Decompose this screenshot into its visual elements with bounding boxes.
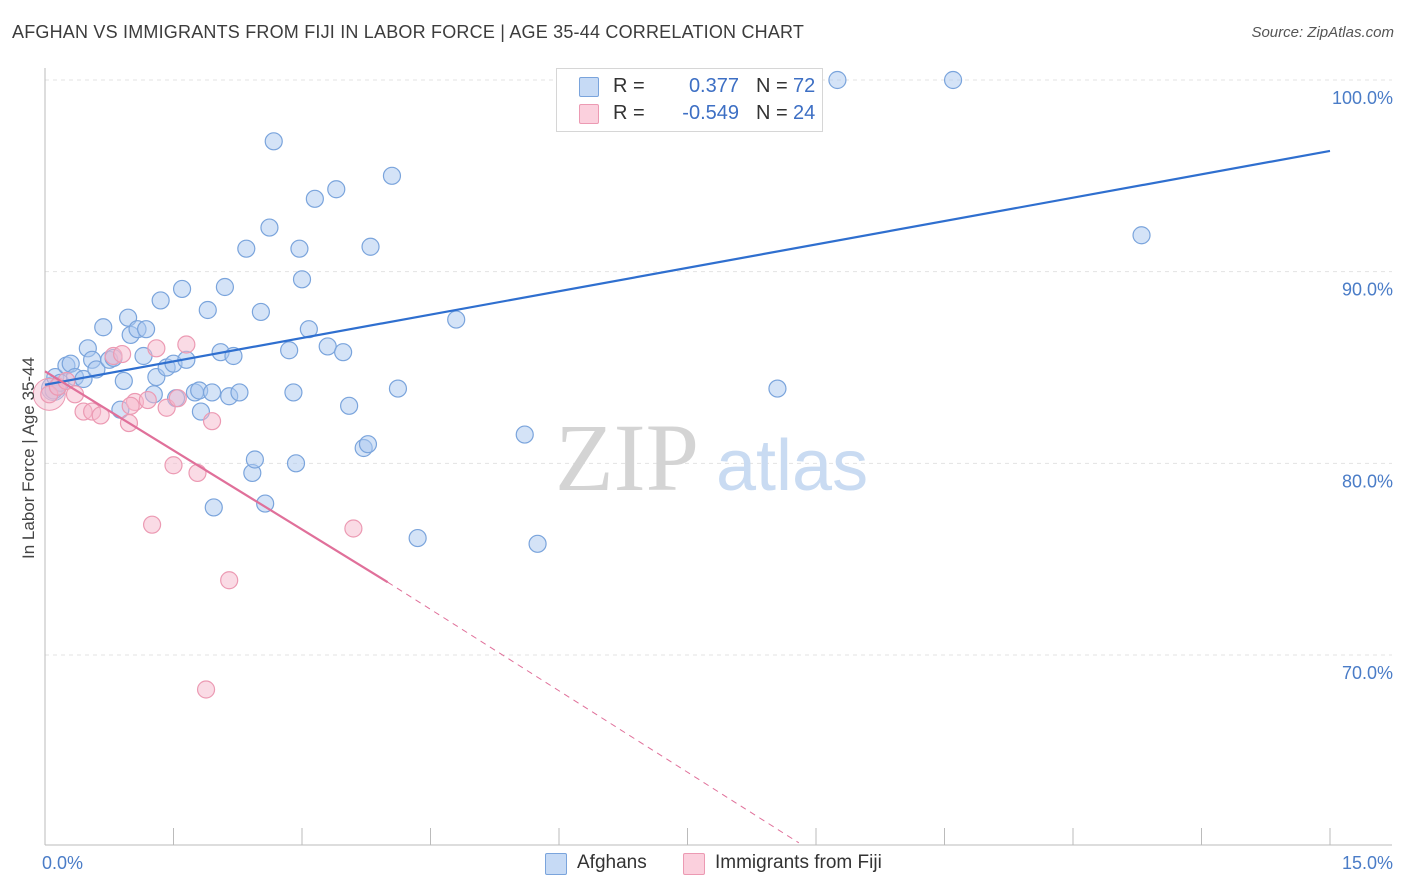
afghan-point	[256, 494, 275, 513]
watermark: ZIP atlas	[555, 404, 868, 511]
bottom-legend-swatch-afghans	[545, 853, 567, 875]
fiji-point	[202, 412, 222, 431]
afghan-point	[828, 70, 847, 90]
afghan-point	[334, 343, 353, 362]
fiji-point	[164, 456, 183, 475]
x-tick-labels: 0.0% 15.0%	[42, 853, 1393, 873]
afghan-point	[388, 379, 408, 398]
axes	[44, 68, 1392, 846]
y-tick-labels: 100.0% 90.0% 80.0% 70.0%	[1332, 88, 1393, 683]
afghan-point	[292, 270, 312, 289]
y-tick-label: 100.0%	[1332, 88, 1393, 108]
afghan-point	[136, 320, 156, 339]
afghan-point	[528, 534, 547, 553]
fiji-point	[138, 390, 157, 410]
afghan-point	[286, 454, 306, 473]
legend-swatch-afghans	[579, 77, 599, 97]
fiji-point	[168, 389, 187, 408]
fiji-point	[220, 571, 239, 590]
afghan-point	[284, 383, 303, 402]
legend-swatch-fiji	[579, 104, 599, 124]
y-tick-label: 80.0%	[1342, 471, 1393, 491]
fiji-point	[177, 335, 196, 354]
afghan-point	[447, 310, 466, 329]
chart-title: AFGHAN VS IMMIGRANTS FROM FIJI IN LABOR …	[12, 22, 805, 42]
afghan-point	[361, 237, 380, 256]
afghan-point	[204, 498, 223, 517]
legend-n-value: 24	[793, 102, 816, 124]
bottom-legend-label-afghans: Afghans	[577, 852, 647, 873]
afghan-point	[151, 291, 170, 310]
afghan-point	[327, 180, 346, 199]
watermark-atlas: atlas	[716, 426, 868, 506]
afghan-point	[172, 279, 192, 299]
afghan-point	[408, 528, 427, 548]
afghan-point	[1132, 226, 1151, 245]
bottom-legend-swatch-fiji	[683, 853, 705, 875]
source-label: Source: ZipAtlas.com	[1251, 24, 1394, 41]
y-tick-label: 90.0%	[1342, 280, 1393, 300]
legend-n-label: N =	[756, 75, 788, 97]
fiji-point	[147, 339, 166, 358]
legend-r-value: 0.377	[688, 75, 739, 97]
afghan-point	[245, 450, 264, 469]
afghan-point	[305, 189, 324, 208]
fiji-point	[142, 515, 162, 534]
afghan-point	[215, 277, 234, 297]
afghan-point	[358, 435, 378, 454]
fiji-point	[112, 344, 132, 364]
legend-r-label: R =	[613, 102, 645, 124]
afghan-point	[340, 396, 359, 415]
afghan-point	[114, 371, 133, 391]
watermark-zip: ZIP	[555, 404, 699, 511]
afghan-point	[318, 337, 337, 356]
afghan-point	[94, 318, 113, 337]
bottom-legend-label-fiji: Immigrants from Fiji	[715, 852, 882, 873]
afghan-point	[943, 70, 963, 90]
fiji-trend-line	[44, 370, 389, 584]
afghan-point	[768, 379, 787, 398]
fiji-trend-line-extension	[387, 581, 800, 844]
y-axis-label: In Labor Force | Age 35-44	[19, 357, 38, 559]
legend-n-value: 72	[793, 75, 816, 97]
afghan-point	[202, 383, 222, 402]
y-tick-label: 70.0%	[1342, 663, 1393, 683]
afghan-point	[198, 300, 217, 320]
trend-lines	[44, 149, 1331, 844]
afghan-point	[260, 218, 279, 237]
grid-lines	[45, 79, 1392, 656]
x-tick-label: 15.0%	[1342, 853, 1393, 873]
afghan-point	[251, 302, 270, 322]
legend-r-label: R =	[613, 75, 645, 97]
fiji-point	[188, 463, 207, 483]
fiji-point	[196, 680, 216, 699]
afghan-point	[264, 132, 283, 151]
fiji-point	[121, 396, 140, 415]
fiji-point	[91, 406, 110, 425]
afghan-point	[230, 383, 249, 402]
afghan-point	[515, 425, 534, 444]
legend-r-value: -0.549	[682, 102, 739, 124]
fiji-point	[344, 519, 363, 538]
x-tick-label: 0.0%	[42, 853, 83, 873]
afghan-point	[290, 239, 309, 258]
stats-legend: R = 0.377 N = 72 R = -0.549 N = 24	[556, 68, 823, 132]
afghan-point	[237, 239, 256, 258]
afghan-point	[280, 341, 299, 360]
legend-n-label: N =	[756, 102, 788, 124]
afghan-point	[382, 166, 402, 185]
afghans-trend-line	[44, 149, 1331, 386]
